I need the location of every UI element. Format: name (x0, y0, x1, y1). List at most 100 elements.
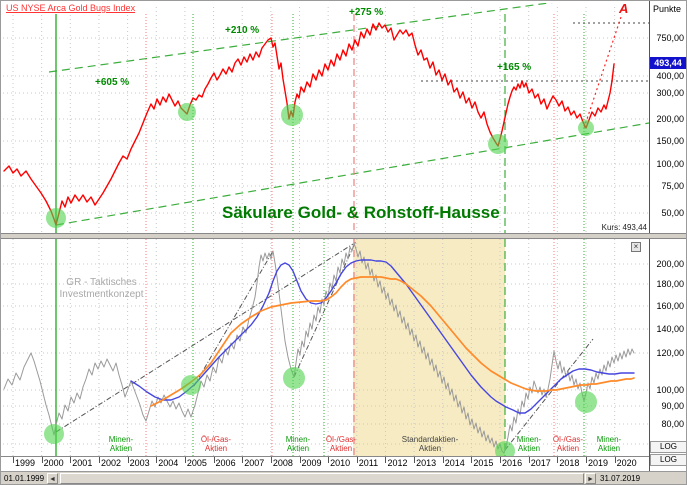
zone-label-line2: Aktien (517, 444, 541, 453)
strategy-watermark: GR - Taktisches Investmentkonzept (39, 277, 164, 301)
year-tick-mark (385, 457, 387, 463)
year-tick-mark (614, 457, 616, 463)
zone-label-line2: Aktien (204, 444, 228, 453)
year-tick-mark (414, 457, 416, 463)
year-label: 2006 (215, 458, 236, 468)
gain-annotation: +165 % (497, 62, 532, 73)
year-label: 2013 (416, 458, 437, 468)
year-tick-mark (442, 457, 444, 463)
wave-a-label: A (619, 1, 629, 16)
sector-zone-label: Öl-/Gas- Aktien (186, 435, 246, 453)
scroll-end-date: 31.07.2019 (600, 474, 641, 483)
top-axis-tick: 750,00 (656, 33, 684, 43)
zone-label-line1: Öl-/Gas- (552, 435, 584, 444)
zone-label-line1: Minen- (108, 435, 134, 444)
year-tick-mark (184, 457, 186, 463)
bottom-axis-tick: 80,00 (661, 419, 684, 429)
year-tick-mark (299, 457, 301, 463)
bottom-axis-tick: 100,00 (656, 385, 684, 395)
year-tick-mark (213, 457, 215, 463)
top-axis-tick: 50,00 (661, 208, 684, 218)
year-label: 2000 (43, 458, 64, 468)
kurs-readout: Kurs: 493,44 (601, 223, 647, 232)
year-label: 2001 (72, 458, 93, 468)
strategy-watermark-line2: Investmentkonzept (59, 289, 144, 300)
zone-label-line2: Aktien (418, 444, 442, 453)
time-axis (1, 456, 649, 472)
year-label: 2004 (158, 458, 179, 468)
top-axis-tick: 300,00 (656, 88, 684, 98)
sector-zone-label: Öl-/Gas- Aktien (311, 435, 371, 453)
panel-splitter[interactable] (1, 233, 686, 239)
top-axis-tick: 75,00 (661, 181, 684, 191)
log-scale-button-bottom[interactable]: LOG (650, 454, 686, 466)
year-label: 2014 (444, 458, 465, 468)
zone-label-line1: Minen- (596, 435, 622, 444)
gain-annotation: +210 % (225, 25, 260, 36)
year-tick-mark (356, 457, 358, 463)
year-label: 2002 (100, 458, 121, 468)
sector-zone-label: Standardaktien- Aktien (400, 435, 460, 453)
year-tick-mark (270, 457, 272, 463)
scroll-left-arrow[interactable]: ◄ (47, 473, 58, 484)
year-tick-mark (127, 457, 129, 463)
year-label: 2005 (186, 458, 207, 468)
zone-label-line1: Standardaktien- (401, 435, 459, 444)
gain-annotation: +605 % (95, 77, 130, 88)
year-label: 2015 (473, 458, 494, 468)
year-label: 2003 (129, 458, 150, 468)
year-tick-mark (500, 457, 502, 463)
sector-zone-label: Minen- Aktien (499, 435, 559, 453)
year-label: 2019 (588, 458, 609, 468)
year-tick-mark (98, 457, 100, 463)
top-axis-tick: 200,00 (656, 114, 684, 124)
year-label: 2020 (616, 458, 637, 468)
bottom-axis-tick: 160,00 (656, 301, 684, 311)
year-tick-mark (70, 457, 72, 463)
year-label: 2012 (387, 458, 408, 468)
sector-zone-label: Öl-/Gas- Aktien (538, 435, 598, 453)
zone-label-line1: Minen- (285, 435, 311, 444)
scrollbar-thumb[interactable] (60, 473, 584, 484)
log-scale-button-top[interactable]: LOG (650, 441, 686, 453)
year-tick-mark (41, 457, 43, 463)
year-tick-mark (328, 457, 330, 463)
scroll-right-arrow[interactable]: ► (585, 473, 596, 484)
zone-label-line1: Öl-/Gas- (200, 435, 232, 444)
top-axis-tick: 400,00 (656, 71, 684, 81)
strategy-watermark-line1: GR - Taktisches (66, 277, 137, 288)
bottom-axis-tick: 200,00 (656, 259, 684, 269)
top-axis-tick: 150,00 (656, 136, 684, 146)
year-label: 2007 (244, 458, 265, 468)
top-price-axis (649, 1, 686, 233)
year-tick-mark (471, 457, 473, 463)
bottom-axis-tick: 90,00 (661, 401, 684, 411)
bottom-axis-tick: 120,00 (656, 348, 684, 358)
gain-annotation: +275 % (349, 7, 384, 18)
zone-label-line2: Aktien (597, 444, 621, 453)
scroll-start-date: 01.01.1999 (4, 474, 45, 483)
year-tick-mark (156, 457, 158, 463)
bottom-axis-tick: 180,00 (656, 279, 684, 289)
zone-label-line2: Aktien (109, 444, 133, 453)
sector-zone-label: Minen- Aktien (268, 435, 328, 453)
year-label: 2010 (330, 458, 351, 468)
year-label: 2011 (358, 458, 379, 468)
zone-label-line1: Minen- (516, 435, 542, 444)
bottom-axis-tick: 140,00 (656, 324, 684, 334)
sector-zone-label: Minen- Aktien (579, 435, 639, 453)
year-label: 1999 (15, 458, 36, 468)
year-label: 2018 (559, 458, 580, 468)
year-tick-mark (557, 457, 559, 463)
top-axis-tick: 100,00 (656, 159, 684, 169)
year-label: 2016 (502, 458, 523, 468)
bottom-price-axis (649, 239, 686, 471)
zone-label-line1: Öl-/Gas- (325, 435, 357, 444)
year-tick-mark (242, 457, 244, 463)
year-label: 2008 (272, 458, 293, 468)
zone-label-line2: Aktien (286, 444, 310, 453)
zone-label-line2: Aktien (329, 444, 353, 453)
close-panel-icon[interactable]: × (631, 242, 641, 252)
